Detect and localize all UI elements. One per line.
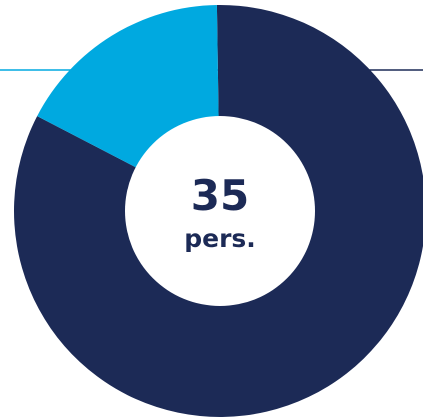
center-value: 35	[191, 171, 249, 220]
center-label: pers.	[184, 224, 256, 253]
donut-hole	[125, 116, 315, 306]
